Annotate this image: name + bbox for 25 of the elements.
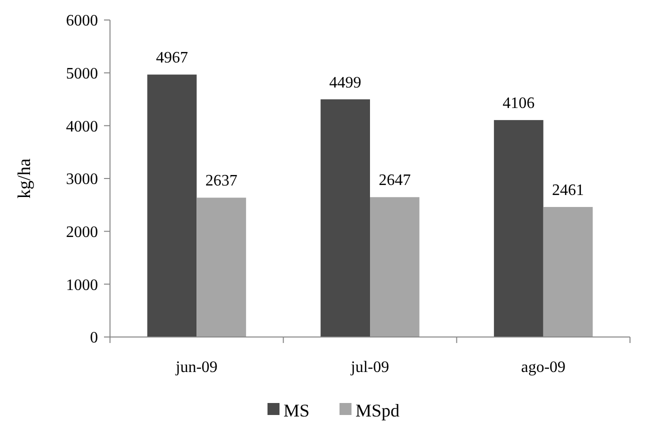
- data-label: 2647: [378, 172, 411, 190]
- bar: [320, 99, 370, 337]
- data-label: 4106: [502, 95, 535, 112]
- y-tick-label: 1000: [66, 276, 98, 294]
- data-label: 4499: [329, 74, 362, 92]
- x-tick-label: jun-09: [174, 359, 218, 376]
- bar: [370, 197, 420, 337]
- bar: [543, 206, 593, 337]
- y-axis-title: kg/ha: [14, 158, 34, 198]
- bar: [147, 74, 197, 337]
- y-tick-label: 3000: [66, 171, 98, 188]
- bar: [494, 120, 544, 337]
- y-tick-label: 0: [90, 330, 98, 347]
- bar: [196, 198, 246, 337]
- legend-label: MS: [284, 400, 310, 420]
- data-label: 4967: [156, 50, 188, 67]
- data-label: 2461: [552, 182, 584, 199]
- y-tick-label: 4000: [66, 118, 98, 136]
- y-tick-label: 5000: [66, 65, 98, 82]
- legend-label: MSpd: [356, 400, 400, 420]
- y-tick-label: 2000: [66, 224, 98, 241]
- y-tick-label: 6000: [66, 12, 98, 30]
- x-tick-label: jul-09: [350, 359, 390, 376]
- x-tick-label: ago-09: [521, 359, 566, 376]
- data-label: 2637: [205, 172, 238, 190]
